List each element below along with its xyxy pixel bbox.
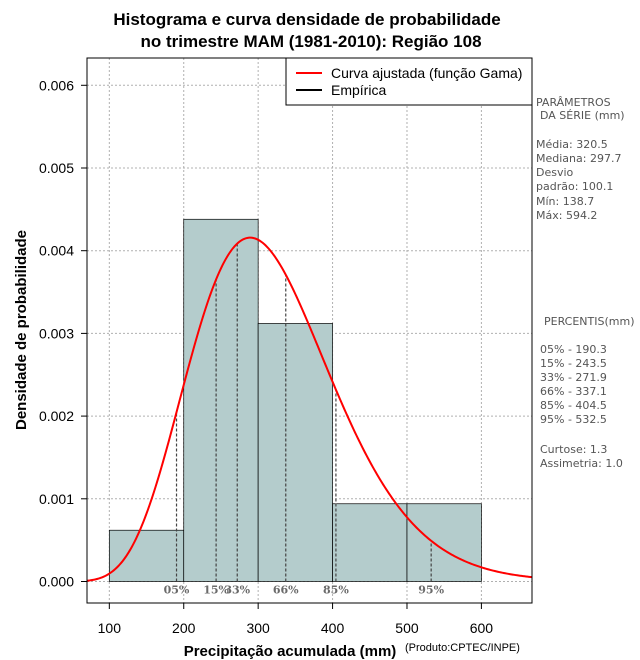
y-tick-label-1: 0.001: [39, 491, 74, 507]
stat-media: Média: 320.5: [536, 138, 608, 151]
percentile-labels: 05% 15%33% 66% 85% 95%: [164, 583, 445, 596]
percentile-label-15: 15%: [203, 583, 229, 596]
chart-title-line-2: no trimestre MAM (1981-2010): Região 108: [140, 32, 481, 51]
stat-desvio-1: Desvio: [536, 166, 574, 179]
chart-title-line-1: Histograma e curva densidade de probabil…: [113, 10, 500, 29]
params-title-1: PARÂMETROS: [536, 96, 611, 109]
percentile-label-33: 33%: [224, 583, 250, 596]
x-tick-label-400: 400: [321, 620, 345, 636]
percentil-33: 33% - 271.9: [540, 371, 607, 384]
gamma-curve: [86, 236, 533, 582]
gamma-curve-layer: [86, 236, 533, 582]
percentis-title: PERCENTIS(mm): [544, 315, 635, 328]
bar-1: [183, 218, 259, 582]
stat-mediana: Mediana: 297.7: [536, 152, 621, 165]
stat-curtose: Curtose: 1.3: [540, 443, 607, 456]
x-tick-label-300: 300: [246, 620, 270, 636]
percentile-label-85: 85%: [323, 583, 349, 596]
legend: Curva ajustada (função Gama) Empírica: [285, 57, 533, 106]
product-credit: (Produto:CPTEC/INPE): [405, 642, 520, 654]
legend-label-empirica: Empírica: [331, 82, 386, 98]
params-title-2: DA SÉRIE (mm): [540, 109, 625, 122]
x-tick-label-200: 200: [172, 620, 196, 636]
percentil-85: 85% - 404.5: [540, 399, 607, 412]
x-tick-label-100: 100: [98, 620, 122, 636]
percentile-label-66: 66%: [273, 583, 299, 596]
stat-desvio-2: padrão: 100.1: [536, 180, 613, 193]
histogram-bars: [108, 218, 482, 582]
y-axis: 0.000 0.001 0.002 0.003 0.004 0.005 0.006: [39, 77, 87, 589]
y-axis-title: Densidade de probabilidade: [13, 230, 30, 430]
y-tick-label-3: 0.003: [39, 325, 74, 341]
percentile-label-95: 95%: [418, 583, 444, 596]
y-tick-label-5: 0.005: [39, 160, 74, 176]
stats-side-panel: PARÂMETROS DA SÉRIE (mm) Média: 320.5 Me…: [536, 96, 635, 470]
percentil-05: 05% - 190.3: [540, 343, 607, 356]
y-tick-label-2: 0.002: [39, 408, 74, 424]
bar-2: [257, 323, 333, 582]
y-tick-label-6: 0.006: [39, 77, 74, 93]
x-tick-label-600: 600: [470, 620, 494, 636]
y-tick-label-0: 0.000: [39, 573, 74, 589]
legend-box: [285, 57, 533, 106]
percentil-95: 95% - 532.5: [540, 413, 607, 426]
legend-label-gamma: Curva ajustada (função Gama): [331, 65, 522, 81]
x-axis-title: Precipitação acumulada (mm): [184, 643, 397, 660]
percentile-label-05: 05%: [164, 583, 190, 596]
bar-3: [332, 503, 408, 582]
x-axis: 100 200 300 400 500 600: [98, 603, 494, 636]
bar-4: [406, 503, 482, 582]
stat-assimetria: Assimetria: 1.0: [540, 457, 623, 470]
stat-min: Mín: 138.7: [536, 195, 594, 208]
percentil-15: 15% - 243.5: [540, 357, 607, 370]
y-tick-label-4: 0.004: [39, 243, 74, 259]
stat-max: Máx: 594.2: [536, 209, 597, 222]
bar-0: [108, 529, 185, 582]
x-tick-label-500: 500: [395, 620, 419, 636]
percentil-66: 66% - 337.1: [540, 385, 607, 398]
percentile-lines: [175, 243, 432, 582]
